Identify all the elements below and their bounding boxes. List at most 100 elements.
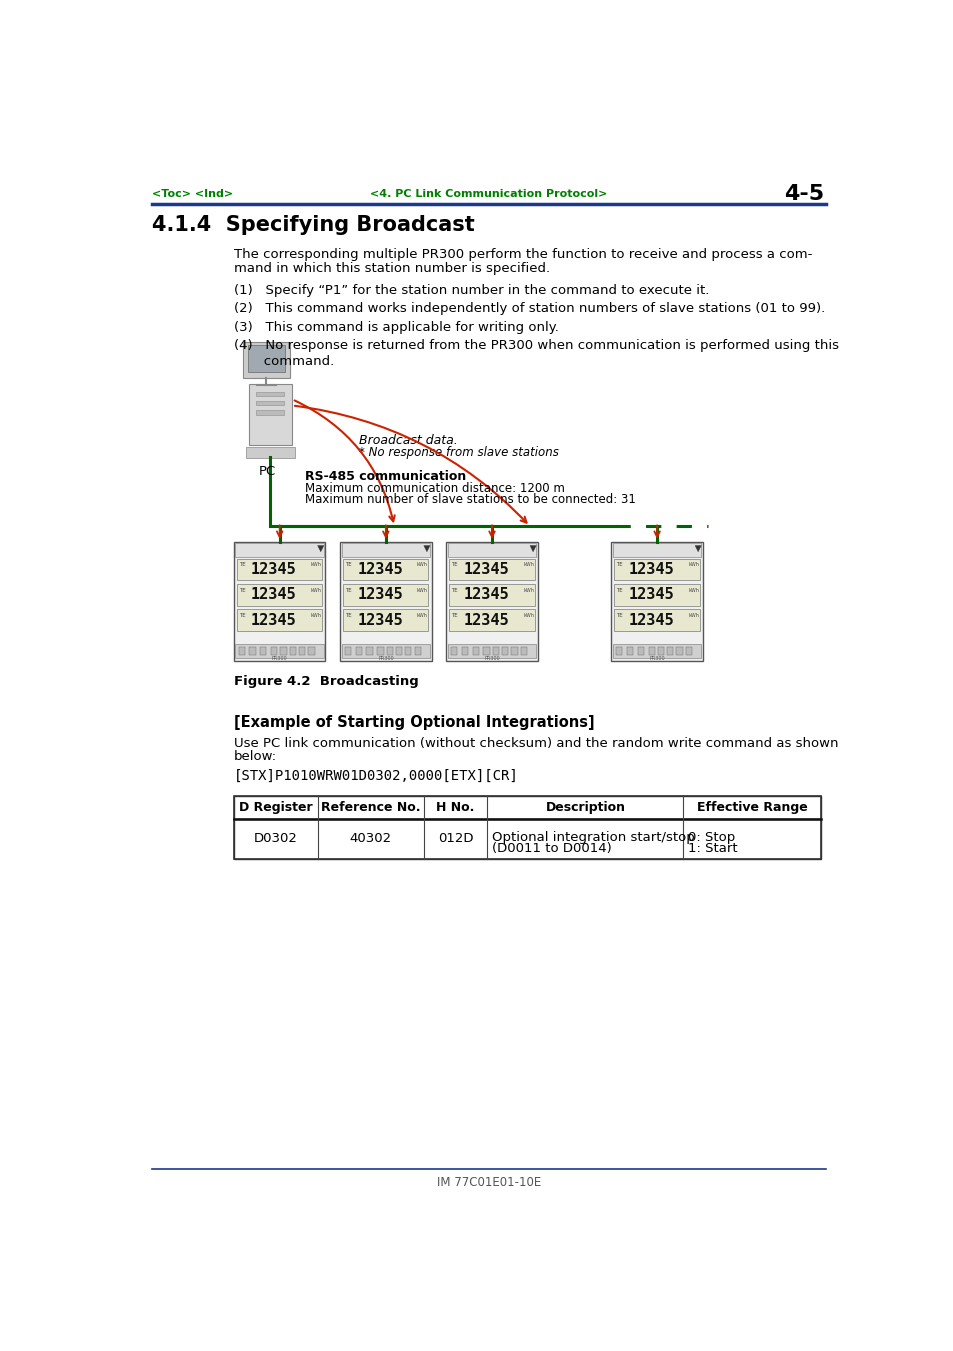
Text: PR300: PR300	[377, 655, 394, 661]
Text: TE: TE	[238, 613, 245, 619]
Text: [STX]P1010WRW01D0302,0000[ETX][CR]: [STX]P1010WRW01D0302,0000[ETX][CR]	[233, 769, 518, 782]
Bar	[340, 542, 431, 661]
Text: (1)   Specify “P1” for the station number in the command to execute it.: (1) Specify “P1” for the station number …	[233, 284, 709, 297]
Text: 4-5: 4-5	[783, 185, 823, 204]
Text: (D0011 to D0014): (D0011 to D0014)	[492, 842, 611, 855]
Bar	[233, 796, 820, 859]
Bar	[648, 647, 654, 655]
Bar	[676, 647, 682, 655]
Bar	[233, 796, 820, 819]
Text: Maximum number of slave stations to be connected: 31: Maximum number of slave stations to be c…	[305, 493, 636, 507]
Text: Effective Range: Effective Range	[696, 801, 806, 813]
Bar	[614, 584, 699, 605]
Text: TE: TE	[238, 588, 245, 593]
Bar	[658, 647, 663, 655]
Text: 012D: 012D	[437, 832, 473, 846]
Text: TE: TE	[616, 588, 622, 593]
Bar	[243, 342, 290, 378]
Bar	[614, 609, 699, 631]
Bar	[233, 542, 325, 661]
Bar	[446, 542, 537, 661]
Bar	[280, 647, 286, 655]
Text: Reference No.: Reference No.	[320, 801, 420, 813]
Text: Description: Description	[545, 801, 625, 813]
Text: 12345: 12345	[251, 613, 296, 628]
Text: command.: command.	[233, 354, 334, 367]
Text: TE: TE	[451, 588, 457, 593]
Text: 0: Stop: 0: Stop	[687, 831, 735, 844]
Text: [Example of Starting Optional Integrations]: [Example of Starting Optional Integratio…	[233, 715, 594, 730]
Text: 12345: 12345	[356, 588, 402, 603]
Bar	[236, 559, 322, 580]
Text: kWh: kWh	[687, 562, 699, 567]
Bar	[298, 647, 305, 655]
Text: 12345: 12345	[356, 562, 402, 577]
Text: RS-485 communication: RS-485 communication	[305, 470, 466, 484]
Text: PR300: PR300	[484, 655, 499, 661]
Text: 40302: 40302	[350, 832, 392, 846]
Text: TE: TE	[451, 613, 457, 619]
Bar	[472, 647, 478, 655]
Bar	[343, 609, 428, 631]
Bar	[344, 647, 351, 655]
Bar	[256, 392, 284, 396]
Text: 12345: 12345	[628, 613, 674, 628]
Bar	[256, 401, 284, 405]
Text: 12345: 12345	[251, 588, 296, 603]
Text: (2)   This command works independently of station numbers of slave stations (01 : (2) This command works independently of …	[233, 303, 824, 315]
Bar	[501, 647, 508, 655]
Polygon shape	[530, 546, 536, 551]
Text: mand in which this station number is specified.: mand in which this station number is spe…	[233, 262, 550, 276]
Bar	[451, 647, 456, 655]
Text: <Toc> <Ind>: <Toc> <Ind>	[152, 189, 233, 200]
Text: PR300: PR300	[272, 655, 287, 661]
Text: 1: Start: 1: Start	[687, 842, 737, 855]
Text: kWh: kWh	[522, 562, 534, 567]
Text: (3)   This command is applicable for writing only.: (3) This command is applicable for writi…	[233, 320, 558, 334]
Text: 12345: 12345	[356, 613, 402, 628]
Text: 12345: 12345	[628, 562, 674, 577]
Text: (4)   No response is returned from the PR300 when communication is performed usi: (4) No response is returned from the PR3…	[233, 339, 838, 353]
Polygon shape	[317, 546, 323, 551]
Bar	[355, 647, 361, 655]
Text: TE: TE	[344, 588, 351, 593]
Text: TE: TE	[451, 562, 457, 567]
Text: 12345: 12345	[251, 562, 296, 577]
Bar	[449, 584, 534, 605]
Text: The corresponding multiple PR300 perform the function to receive and process a c: The corresponding multiple PR300 perform…	[233, 249, 811, 261]
Bar	[233, 819, 820, 859]
Polygon shape	[695, 546, 700, 551]
Bar	[685, 647, 691, 655]
Bar	[447, 644, 536, 658]
Polygon shape	[423, 546, 430, 551]
Text: TE: TE	[238, 562, 245, 567]
Bar	[612, 644, 700, 658]
Bar	[249, 647, 255, 655]
Bar	[511, 647, 517, 655]
Bar	[612, 543, 700, 557]
Text: kWh: kWh	[687, 613, 699, 619]
Bar	[235, 644, 323, 658]
Bar	[308, 647, 314, 655]
Bar	[249, 384, 292, 446]
Text: * No response from slave stations: * No response from slave stations	[359, 446, 558, 459]
Bar	[235, 543, 323, 557]
Bar	[260, 647, 266, 655]
Bar	[449, 559, 534, 580]
Bar	[248, 346, 285, 372]
Text: below:: below:	[233, 750, 276, 763]
Bar	[236, 609, 322, 631]
Text: 12345: 12345	[463, 613, 509, 628]
Text: Broadcast data.: Broadcast data.	[359, 434, 457, 447]
Bar	[236, 584, 322, 605]
Bar	[493, 647, 498, 655]
Bar	[637, 647, 643, 655]
Bar	[405, 647, 411, 655]
Bar	[377, 647, 383, 655]
Bar	[395, 647, 402, 655]
Text: D Register: D Register	[239, 801, 313, 813]
Bar	[271, 647, 277, 655]
Text: PR300: PR300	[649, 655, 664, 661]
Text: kWh: kWh	[522, 588, 534, 593]
Text: Optional integration start/stop: Optional integration start/stop	[492, 831, 694, 844]
